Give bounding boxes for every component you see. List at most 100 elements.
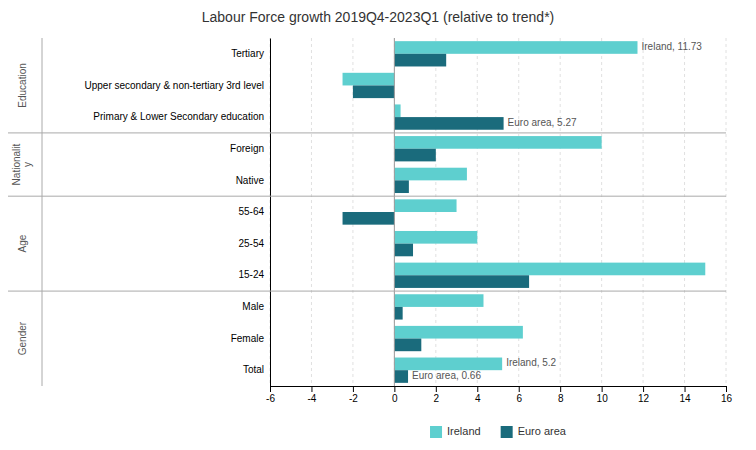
y-tick: Native — [236, 175, 265, 186]
y-tick-label: Upper secondary & non-tertiary 3rd level — [84, 80, 264, 91]
bar — [394, 358, 502, 371]
group-divider — [42, 38, 43, 386]
x-tick-mark — [311, 386, 312, 392]
y-tick-label: Female — [231, 333, 265, 344]
x-axis-line — [271, 387, 727, 393]
group-label: Gender — [17, 321, 28, 355]
grid-line — [270, 38, 271, 386]
grid-line — [560, 38, 561, 386]
grid-line — [311, 38, 312, 386]
y-tick-label: Male — [242, 301, 264, 312]
x-tick: -4 — [308, 386, 317, 404]
x-tick-mark — [353, 386, 354, 392]
x-tick-label: -6 — [266, 393, 275, 404]
y-tick: 15-24 — [238, 269, 264, 280]
grid-line — [684, 38, 685, 386]
series-bars — [343, 54, 530, 383]
x-tick-label: -4 — [308, 393, 317, 404]
series-bars — [343, 41, 706, 370]
x-axis: -6 -4 -2 0 2 4 6 8 10 12 14 16 — [266, 386, 732, 404]
annotation: Ireland, 5.2 — [506, 357, 556, 368]
bar — [394, 117, 503, 130]
bar — [394, 54, 446, 67]
x-tick: 14 — [679, 386, 691, 404]
plot-area: -6 -4 -2 0 2 4 6 8 10 12 14 16 Tertiary Upper seconda… — [84, 38, 732, 404]
x-tick: 12 — [638, 386, 650, 404]
x-tick-mark — [270, 386, 271, 392]
x-tick-mark — [394, 386, 395, 392]
x-tick-mark — [685, 386, 686, 392]
group-label: Age — [17, 234, 28, 252]
x-tick: 8 — [558, 386, 564, 404]
x-tick: -6 — [266, 386, 275, 404]
bar — [394, 339, 421, 352]
x-tick-mark — [602, 386, 603, 392]
bars — [343, 41, 706, 383]
bar — [394, 275, 529, 288]
bar — [353, 85, 394, 98]
y-tick-label: 55-64 — [238, 206, 264, 217]
bar — [394, 370, 408, 383]
bar — [394, 136, 601, 149]
x-tick: 0 — [392, 386, 398, 404]
group-separator — [8, 196, 726, 197]
legend-label: Ireland — [447, 425, 481, 437]
x-tick: 2 — [434, 386, 440, 404]
y-tick: Tertiary — [231, 48, 264, 59]
y-tick: Male — [242, 301, 264, 312]
chart-svg: Labour Force growth 2019Q4-2023Q1 (relat… — [0, 0, 756, 450]
y-tick-label: Foreign — [230, 143, 264, 154]
x-tick: 6 — [516, 386, 522, 404]
y-tick: Foreign — [230, 143, 264, 154]
legend-item: Ireland — [430, 425, 481, 438]
x-tick-mark — [519, 386, 520, 392]
legend: Ireland Euro area — [430, 425, 567, 438]
legend-swatch — [430, 426, 442, 438]
x-tick-label: 12 — [638, 393, 650, 404]
bar — [394, 168, 467, 181]
legend-swatch — [501, 426, 513, 438]
bar — [394, 104, 400, 117]
x-tick-label: -2 — [349, 393, 358, 404]
chart-title: Labour Force growth 2019Q4-2023Q1 (relat… — [202, 9, 555, 25]
bar — [394, 294, 483, 307]
y-tick: Female — [231, 333, 265, 344]
y-tick: Upper secondary & non-tertiary 3rd level — [84, 80, 264, 91]
bar — [394, 307, 402, 320]
group-separator — [8, 291, 726, 292]
bar — [394, 199, 456, 212]
y-tick: 55-64 — [238, 206, 264, 217]
bar — [394, 149, 435, 162]
bar — [343, 73, 395, 86]
y-tick-label: Tertiary — [231, 48, 264, 59]
group-separator — [8, 132, 726, 133]
x-tick-label: 6 — [516, 393, 522, 404]
x-tick-label: 14 — [679, 393, 691, 404]
grid-line — [601, 38, 602, 386]
grid-line — [726, 38, 727, 386]
grid-line — [394, 38, 395, 386]
grid-line — [643, 38, 644, 386]
group-label: Education — [17, 63, 28, 107]
x-tick-mark — [726, 386, 727, 392]
x-tick-label: 8 — [558, 393, 564, 404]
y-axis-line — [270, 39, 271, 387]
x-tick-label: 16 — [721, 393, 733, 404]
x-tick-label: 0 — [392, 393, 398, 404]
annotation: Ireland, 11.73 — [641, 41, 702, 52]
y-tick: 25-54 — [238, 238, 264, 249]
group-label: Nationality — [11, 143, 33, 185]
x-tick-mark — [643, 386, 644, 392]
y-tick-label: Primary & Lower Secondary education — [93, 111, 264, 122]
bar — [394, 41, 637, 54]
x-tick-mark — [436, 386, 437, 392]
x-tick: 10 — [597, 386, 609, 404]
bar — [394, 231, 477, 244]
y-tick-label: Total — [243, 364, 264, 375]
group-labels: Education Nationality Age Gender — [8, 38, 726, 386]
x-tick-label: 4 — [475, 393, 481, 404]
legend-item: Euro area — [501, 425, 567, 438]
annotation: Euro area, 0.66 — [412, 370, 481, 381]
y-tick-label: Native — [236, 175, 265, 186]
zero-line — [394, 38, 395, 386]
